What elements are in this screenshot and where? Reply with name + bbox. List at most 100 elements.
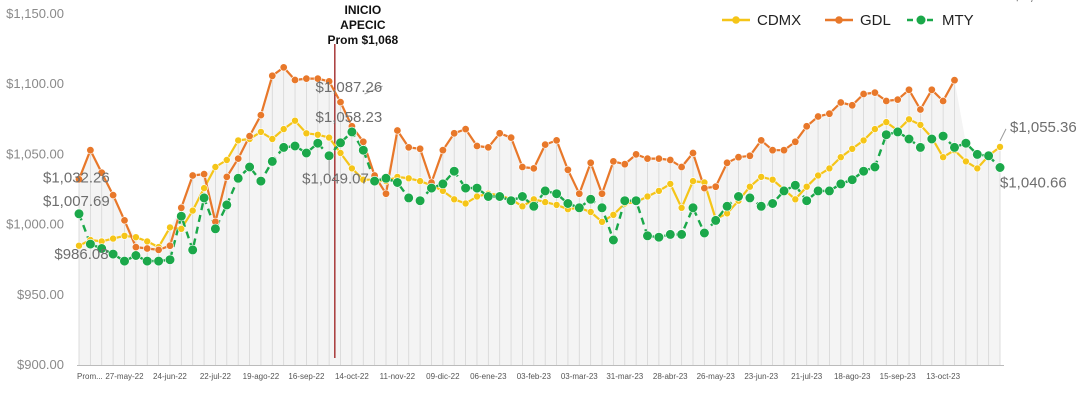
point-cdmx <box>541 198 550 206</box>
point-mty <box>528 201 539 212</box>
point-cdmx <box>223 156 231 164</box>
point-gdl <box>438 146 447 155</box>
point-gdl <box>131 243 140 252</box>
value-annotations: $1,032.26 $1,007.69 $986.08 $1,087.26 $1,058… <box>43 0 1080 263</box>
point-mty <box>881 129 892 140</box>
point-mty <box>380 173 392 184</box>
point-mty <box>346 126 358 137</box>
point-mty <box>869 161 881 173</box>
point-gdl <box>745 151 754 160</box>
point-gdl <box>336 98 345 107</box>
point-cdmx <box>518 202 527 211</box>
point-mty <box>983 150 994 161</box>
point-mty <box>358 145 369 156</box>
annotation-label: $986.08 <box>54 246 108 263</box>
point-mty <box>574 202 585 213</box>
point-mty <box>937 131 949 142</box>
x-tick-label: 28-abr-23 <box>653 372 688 381</box>
point-mty <box>847 174 858 185</box>
point-cdmx <box>746 182 754 191</box>
point-mty <box>517 191 528 202</box>
point-mty <box>994 162 1006 173</box>
point-cdmx <box>404 174 413 183</box>
point-cdmx <box>211 163 220 171</box>
point-gdl <box>723 158 732 167</box>
point-gdl <box>472 142 481 151</box>
x-tick-label: 16-sep-22 <box>288 372 325 381</box>
point-cdmx <box>666 180 675 188</box>
point-gdl <box>245 132 254 141</box>
point-cdmx <box>336 149 345 157</box>
point-mty <box>858 166 869 177</box>
x-tick-label: 14-oct-22 <box>335 372 369 381</box>
point-cdmx <box>461 199 470 208</box>
point-gdl <box>268 71 277 80</box>
point-gdl <box>154 245 163 254</box>
point-cdmx <box>802 182 811 191</box>
point-mty <box>107 249 119 260</box>
x-tick-label: 21-jul-23 <box>791 372 823 381</box>
x-tick-label: 15-sep-23 <box>880 372 917 381</box>
point-mty <box>653 232 665 243</box>
x-tick-label: 27-may-22 <box>105 372 144 381</box>
point-mty <box>437 178 449 189</box>
point-mty <box>415 195 426 206</box>
point-gdl <box>700 184 709 193</box>
point-cdmx <box>871 125 879 133</box>
series-line-cdmx <box>78 118 1001 249</box>
point-cdmx <box>643 192 652 201</box>
event-label: INICIO <box>344 3 381 17</box>
x-tick-label: 18-ago-23 <box>834 372 871 381</box>
point-cdmx <box>313 130 322 139</box>
point-cdmx <box>836 153 845 161</box>
y-tick-label: $1,000.00 <box>6 217 64 232</box>
point-gdl <box>620 160 629 169</box>
point-mty <box>710 215 721 226</box>
point-cdmx <box>450 195 459 204</box>
legend-marker-cdmx <box>732 16 740 24</box>
y-tick-label: $1,050.00 <box>6 146 64 161</box>
point-gdl <box>279 63 288 72</box>
x-axis: Prom... 27-may-22 24-jun-22 22-jul-22 19-ago… <box>77 365 1004 381</box>
point-gdl <box>552 136 561 145</box>
point-mty <box>562 198 574 209</box>
point-gdl <box>234 154 243 163</box>
point-cdmx <box>257 128 265 136</box>
x-tick-label: 23-jun-23 <box>744 372 778 381</box>
point-mty <box>301 147 312 159</box>
point-mty <box>721 201 733 212</box>
point-gdl <box>290 76 299 85</box>
point-mty <box>312 138 323 149</box>
point-cdmx <box>302 129 311 138</box>
point-gdl <box>814 112 823 121</box>
point-cdmx <box>655 187 663 195</box>
y-axis: $900.00 $950.00 $1,000.00 $1,050.00 $1,100.0… <box>6 6 64 372</box>
point-gdl <box>188 171 197 180</box>
point-cdmx <box>598 218 606 226</box>
point-mty <box>335 137 346 148</box>
point-gdl <box>200 170 209 179</box>
point-mty <box>187 244 198 255</box>
point-mty <box>756 201 767 212</box>
point-mty <box>267 156 278 167</box>
point-mty <box>642 230 653 241</box>
point-gdl <box>450 129 459 138</box>
annotation-label: $1,040.66 <box>1000 175 1067 192</box>
legend-marker-gdl <box>835 16 843 24</box>
point-mty <box>540 185 551 196</box>
y-tick-label: $950.00 <box>17 287 64 302</box>
point-mty <box>960 138 972 149</box>
x-tick-label: 13-oct-23 <box>926 372 960 381</box>
point-cdmx <box>962 157 970 166</box>
x-tick-label: 09-dic-22 <box>426 372 460 381</box>
point-gdl <box>166 241 175 250</box>
point-gdl <box>654 154 663 163</box>
point-cdmx <box>825 164 834 173</box>
point-gdl <box>950 76 959 85</box>
point-gdl <box>97 168 106 177</box>
point-gdl <box>768 146 777 155</box>
point-mty <box>221 199 232 210</box>
point-gdl <box>507 133 516 142</box>
